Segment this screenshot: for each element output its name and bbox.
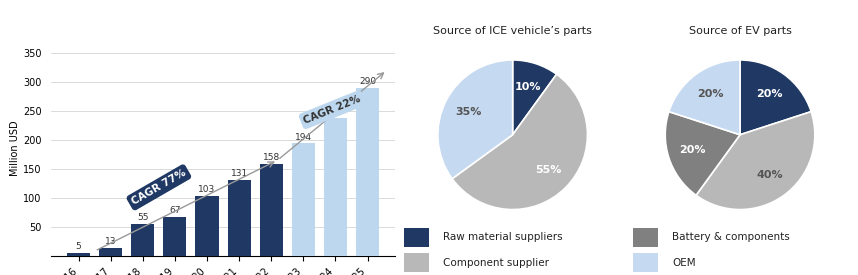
Bar xyxy=(196,196,219,256)
Bar xyxy=(356,88,379,256)
FancyBboxPatch shape xyxy=(633,253,658,273)
Text: Raw material suppliers: Raw material suppliers xyxy=(443,232,562,242)
Text: 10%: 10% xyxy=(515,82,541,92)
Bar xyxy=(100,248,123,256)
Bar xyxy=(323,118,347,256)
FancyBboxPatch shape xyxy=(633,228,658,247)
Text: 103: 103 xyxy=(198,185,215,194)
Text: 67: 67 xyxy=(169,206,181,215)
Bar xyxy=(227,180,251,256)
Text: 194: 194 xyxy=(295,133,312,142)
Wedge shape xyxy=(665,112,740,195)
Text: 237: 237 xyxy=(327,108,344,117)
Wedge shape xyxy=(696,112,815,210)
Text: Thailand’s EV Market Value: Thailand’s EV Market Value xyxy=(85,10,314,24)
Title: Source of EV parts: Source of EV parts xyxy=(689,26,791,36)
Bar xyxy=(292,143,315,256)
FancyBboxPatch shape xyxy=(403,228,429,247)
Text: Comparison of ICEVs with EVs: Comparison of ICEVs with EVs xyxy=(503,10,754,24)
Text: OEM: OEM xyxy=(672,258,696,268)
Bar xyxy=(163,217,186,256)
Text: 35%: 35% xyxy=(455,107,481,117)
Text: 40%: 40% xyxy=(756,170,782,180)
Text: Battery & components: Battery & components xyxy=(672,232,790,242)
Title: Source of ICE vehicle’s parts: Source of ICE vehicle’s parts xyxy=(433,26,592,36)
Text: 55%: 55% xyxy=(535,165,561,175)
Bar xyxy=(131,224,154,256)
Text: 20%: 20% xyxy=(698,89,724,99)
Text: 131: 131 xyxy=(231,169,248,178)
Wedge shape xyxy=(669,60,740,135)
Bar xyxy=(67,253,90,256)
Bar xyxy=(260,164,283,256)
Text: 158: 158 xyxy=(263,153,280,163)
Wedge shape xyxy=(438,60,513,179)
Text: 20%: 20% xyxy=(680,145,705,155)
Wedge shape xyxy=(452,74,588,210)
Text: 5: 5 xyxy=(76,242,82,251)
Wedge shape xyxy=(512,60,557,135)
Text: Component supplier: Component supplier xyxy=(443,258,548,268)
Text: 290: 290 xyxy=(359,77,376,86)
Text: CAGR 77%: CAGR 77% xyxy=(130,168,188,207)
Text: 55: 55 xyxy=(137,213,148,222)
FancyBboxPatch shape xyxy=(403,253,429,273)
Text: CAGR 22%: CAGR 22% xyxy=(302,94,362,126)
Y-axis label: Million USD: Million USD xyxy=(10,121,21,176)
Wedge shape xyxy=(740,60,811,135)
Text: 13: 13 xyxy=(105,238,117,246)
Text: 20%: 20% xyxy=(756,89,782,99)
